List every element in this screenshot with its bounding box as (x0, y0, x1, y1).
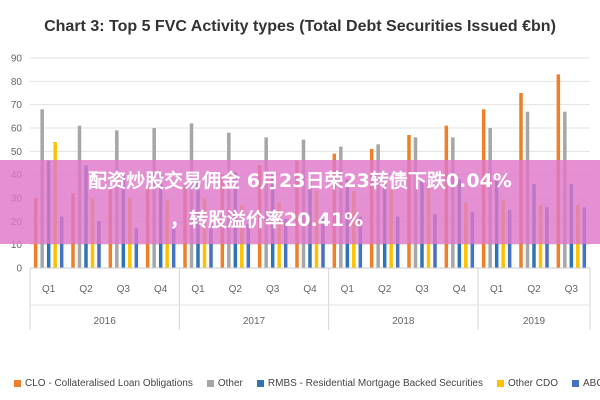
y-tick-label: 70 (11, 100, 23, 111)
x-tick-label: Q3 (266, 284, 280, 295)
year-label: 2017 (243, 316, 266, 327)
legend-item: ABCP (572, 378, 600, 389)
x-tick-label: Q2 (79, 284, 93, 295)
y-tick-label: 0 (16, 264, 22, 275)
overlay-text-line1: 配资炒股交易佣金 6月23日荣23转债下跌0.04% (88, 170, 512, 192)
x-tick-label: Q4 (303, 284, 317, 295)
legend-label: Other CDO (507, 378, 558, 389)
year-label: 2016 (94, 316, 117, 327)
legend-item: CLO - Collateralised Loan Obligations (14, 378, 193, 389)
x-tick-label: Q2 (378, 284, 392, 295)
x-tick-label: Q3 (565, 284, 579, 295)
x-tick-label: Q2 (229, 284, 243, 295)
legend-label: ABCP (583, 378, 600, 389)
overlay-banner (0, 160, 600, 244)
legend-label: RMBS - Residential Mortgage Backed Secur… (267, 378, 483, 389)
legend-label: CLO - Collateralised Loan Obligations (25, 378, 193, 389)
y-tick-label: 10 (11, 240, 23, 251)
legend-label: Other (217, 378, 243, 389)
legend-item: RMBS - Residential Mortgage Backed Secur… (256, 378, 483, 389)
year-label: 2019 (523, 316, 546, 327)
x-tick-label: Q1 (191, 284, 205, 295)
overlay-text-line2: ，转股溢价率20.41% (170, 209, 364, 231)
y-tick-label: 60 (11, 124, 23, 135)
x-tick-label: Q1 (490, 284, 504, 295)
legend-item: Other CDO (496, 378, 558, 389)
year-label: 2018 (392, 316, 415, 327)
y-tick-label: 80 (11, 77, 23, 88)
x-tick-label: Q1 (341, 284, 355, 295)
bar (209, 223, 213, 268)
legend-swatch (206, 380, 214, 387)
x-tick-label: Q4 (154, 284, 168, 295)
legend-swatch (256, 380, 264, 387)
bar (246, 223, 251, 268)
legend-item: Other (206, 378, 243, 389)
bar (134, 228, 139, 268)
x-tick-label: Q3 (415, 284, 429, 295)
legend-swatch (496, 380, 504, 387)
x-tick-label: Q1 (42, 284, 56, 295)
chart-title: Chart 3: Top 5 FVC Activity types (Total… (44, 18, 556, 35)
bar (97, 221, 101, 268)
x-tick-label: Q4 (453, 284, 467, 295)
y-tick-label: 90 (11, 54, 23, 65)
legend-swatch (14, 380, 21, 387)
y-tick-label: 50 (11, 147, 23, 158)
chart-legend: CLO - Collateralised Loan Obligations Oth… (14, 378, 600, 389)
legend-swatch (572, 380, 579, 387)
x-tick-label: Q2 (527, 284, 541, 295)
bar (171, 228, 176, 268)
x-tick-label: Q3 (117, 284, 131, 295)
